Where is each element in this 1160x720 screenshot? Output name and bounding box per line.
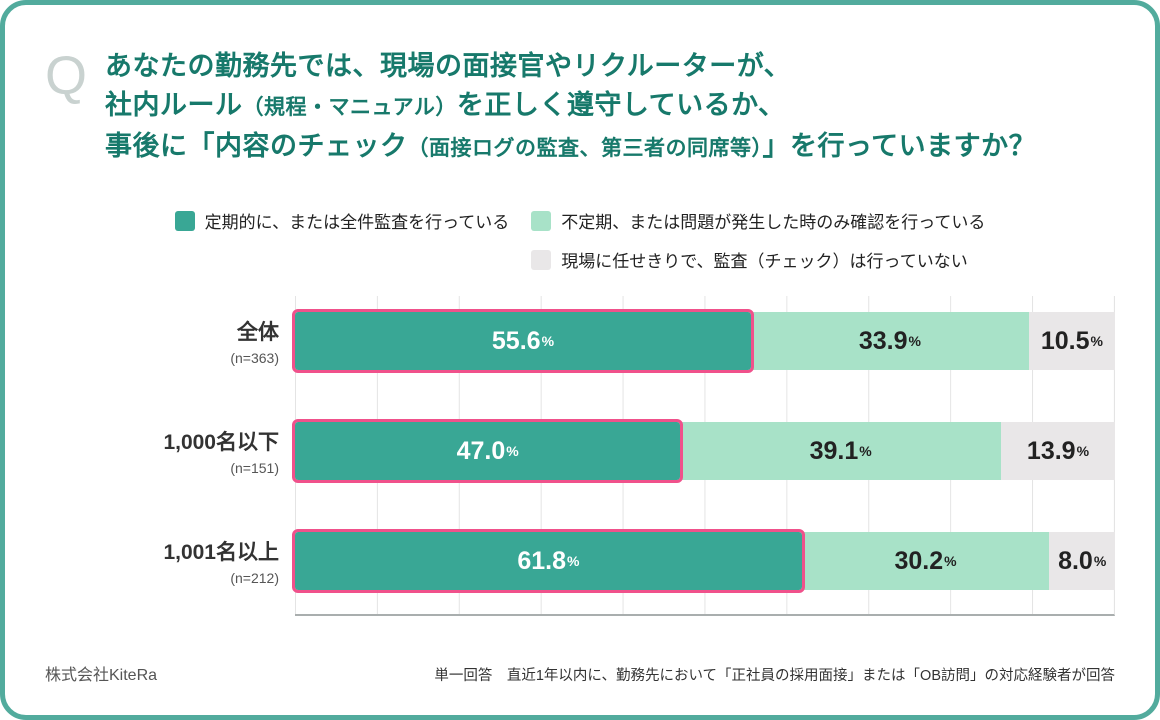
segment-value: 47.0: [456, 436, 506, 465]
percent-sign: %: [566, 553, 580, 569]
legend-item-irregular-check: 不定期、または問題が発生した時のみ確認を行っている: [531, 208, 985, 233]
segment-value: 39.1: [809, 436, 859, 465]
segment-value: 61.8: [517, 546, 566, 575]
bar-segment: 13.9%: [1001, 422, 1115, 480]
chart-row: 全体 (n=363) 55.6% 33.9% 10.5%: [45, 309, 1115, 373]
bar-stack: 55.6% 33.9% 10.5%: [292, 309, 1115, 373]
segment-value: 55.6: [491, 326, 541, 355]
legend-label: 現場に任せきりで、監査（チェック）は行っていない: [561, 252, 968, 271]
legend-column-right: 不定期、または問題が発生した時のみ確認を行っている 現場に任せきりで、監査（チェ…: [531, 208, 985, 272]
percent-sign: %: [859, 443, 872, 459]
question-text-segment: を正しく遵守しているか、: [456, 90, 786, 120]
category-name: 全体: [237, 321, 279, 344]
question-line: 事後に「内容のチェック（面接ログの監査、第三者の同席等）」を行っていますか？: [105, 127, 1036, 168]
percent-sign: %: [1090, 333, 1103, 349]
legend-label: 定期的に、または全件監査を行っている: [204, 213, 510, 232]
bar-stack: 61.8% 30.2% 8.0%: [292, 529, 1115, 593]
segment-value: 33.9: [858, 326, 908, 355]
question-text-segment: （面接ログの監査、第三者の同席等）: [407, 137, 763, 160]
survey-note: 単一回答 直近1年以内に、勤務先において「正社員の採用面接」または「OB訪問」の…: [434, 668, 1115, 684]
bar-segment: 33.9%: [750, 312, 1029, 370]
question-lines: あなたの勤務先では、現場の面接官やリクルーターが、 社内ルール（規程・マニュアル）…: [105, 47, 1036, 168]
legend-label: 不定期、または問題が発生した時のみ確認を行っている: [561, 213, 986, 232]
chart-row: 1,001名以上 (n=212) 61.8% 30.2% 8.0%: [45, 529, 1115, 593]
question-text-segment: （規程・マニュアル）: [242, 96, 457, 119]
bar-segment: 39.1%: [680, 422, 1001, 480]
question-line: 社内ルール（規程・マニュアル）を正しく遵守しているか、: [105, 86, 1036, 127]
percent-sign: %: [908, 333, 921, 349]
bar-segment: 55.6%: [292, 309, 754, 373]
category-label: 全体 (n=363): [45, 316, 295, 366]
question-text-segment: 事後に「内容のチェック: [105, 131, 408, 161]
category-label: 1,001名以上 (n=212): [45, 536, 295, 586]
segment-value: 30.2: [894, 546, 944, 575]
segment-value: 13.9: [1026, 436, 1076, 465]
company-name: 株式会社KiteRa: [45, 667, 158, 684]
stacked-bar-chart: 全体 (n=363) 55.6% 33.9% 10.5% 1,000名以下 (n=151) 4…: [45, 296, 1115, 616]
bar-segment: 30.2%: [801, 532, 1050, 590]
category-label: 1,000名以下 (n=151): [45, 426, 295, 476]
question-line: あなたの勤務先では、現場の面接官やリクルーターが、: [105, 47, 1036, 86]
category-sample-size: (n=363): [230, 350, 279, 366]
chart-legend: 定期的に、または全件監査を行っている 不定期、または問題が発生した時のみ確認を行…: [45, 208, 1115, 272]
legend-swatch-series3: [531, 249, 552, 270]
bar-segment: 10.5%: [1028, 312, 1115, 370]
legend-column-left: 定期的に、または全件監査を行っている: [174, 208, 510, 272]
question-text-segment: 社内ルール: [105, 90, 243, 120]
category-name: 1,001名以上: [163, 541, 279, 564]
chart-row: 1,000名以下 (n=151) 47.0% 39.1% 13.9%: [45, 419, 1115, 483]
question-block: Q あなたの勤務先では、現場の面接官やリクルーターが、 社内ルール（規程・マニュア…: [45, 47, 1115, 168]
legend-item-no-audit: 現場に任せきりで、監査（チェック）は行っていない: [531, 247, 985, 272]
bar-segment: 8.0%: [1049, 532, 1115, 590]
category-name: 1,000名以下: [163, 431, 279, 454]
percent-sign: %: [944, 553, 957, 569]
category-sample-size: (n=151): [230, 460, 279, 476]
percent-sign: %: [541, 333, 555, 349]
segment-value: 10.5: [1040, 326, 1090, 355]
question-text-segment: あなたの勤務先では、現場の面接官やリクルーターが、: [105, 51, 792, 81]
segment-value: 8.0: [1058, 546, 1093, 575]
percent-sign: %: [1076, 443, 1090, 459]
bar-stack: 47.0% 39.1% 13.9%: [291, 419, 1115, 483]
footer: 株式会社KiteRa 単一回答 直近1年以内に、勤務先において「正社員の採用面接…: [45, 661, 1115, 691]
category-sample-size: (n=212): [230, 570, 279, 586]
legend-item-regular-audit: 定期的に、または全件監査を行っている: [174, 208, 510, 233]
chart-rows: 全体 (n=363) 55.6% 33.9% 10.5% 1,000名以下 (n=151) 4…: [45, 296, 1115, 616]
bar-segment: 47.0%: [291, 419, 684, 483]
percent-sign: %: [506, 443, 519, 459]
question-icon: Q: [45, 46, 88, 106]
legend-swatch-series1: [174, 210, 195, 231]
question-text-segment: 」を行っていますか？: [762, 131, 1037, 161]
bar-segment: 61.8%: [292, 529, 805, 593]
legend-swatch-series2: [531, 210, 552, 231]
percent-sign: %: [1093, 553, 1107, 569]
